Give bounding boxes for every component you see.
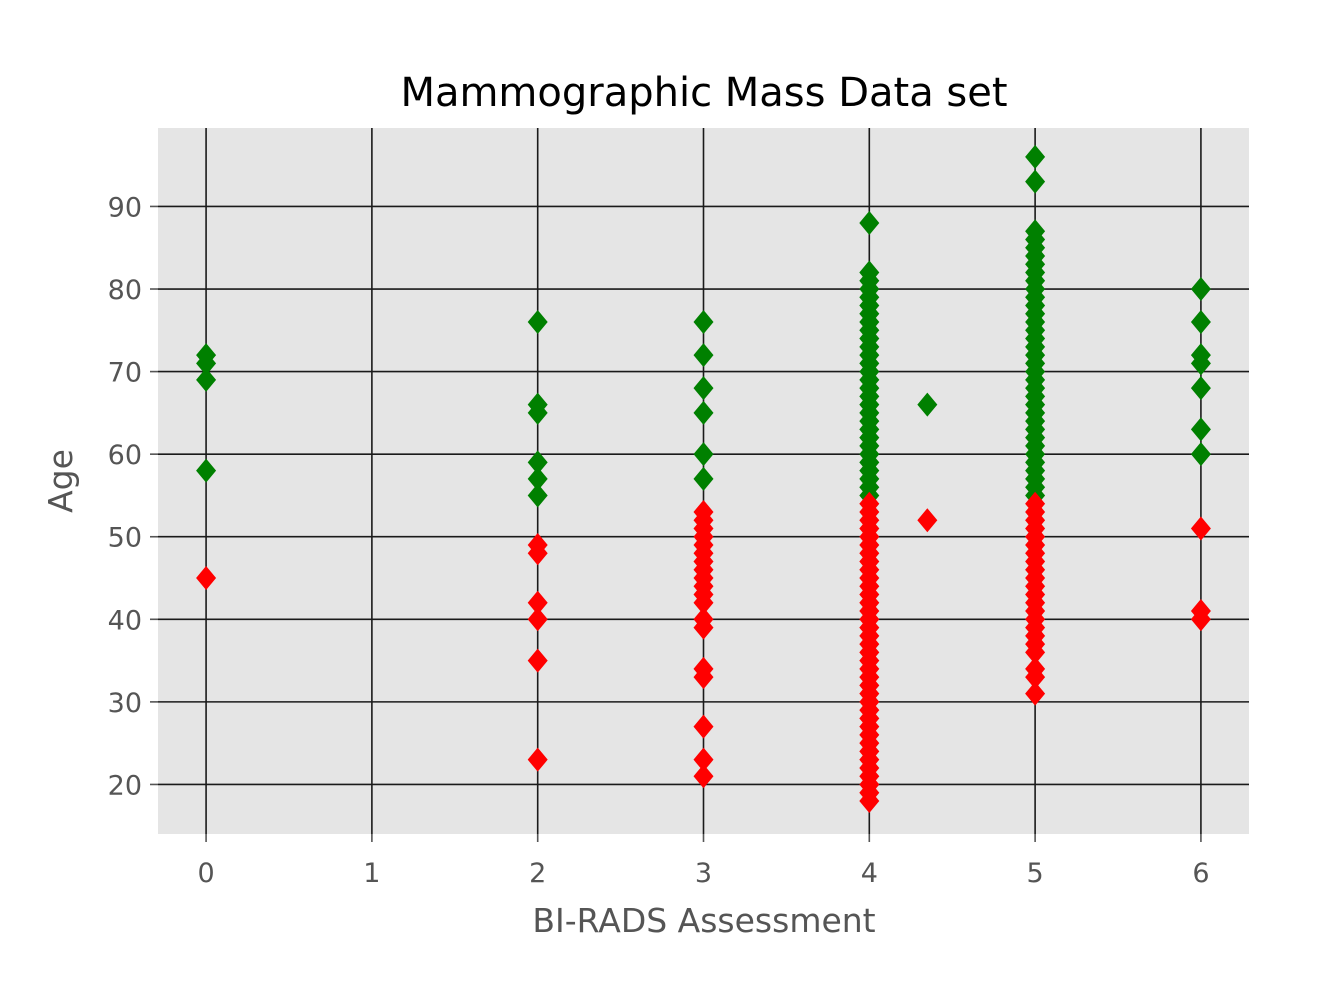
data-point	[1025, 144, 1046, 169]
x-tick-label: 0	[197, 858, 214, 889]
chart-title: Mammographic Mass Data set	[400, 70, 1007, 116]
data-point	[693, 665, 714, 690]
data-point	[527, 450, 548, 475]
data-point	[196, 367, 217, 392]
data-point	[527, 310, 548, 335]
data-point	[196, 566, 217, 591]
data-point	[1025, 665, 1046, 690]
data-point	[196, 351, 217, 376]
data-point	[527, 747, 548, 772]
x-tick-label: 3	[695, 858, 712, 889]
data-point	[1025, 169, 1046, 194]
data-point	[1190, 310, 1211, 335]
data-points	[196, 144, 1211, 813]
data-point	[859, 210, 880, 235]
y-tick-label: 20	[108, 770, 142, 801]
data-point	[1190, 376, 1211, 401]
data-point	[693, 442, 714, 467]
data-point	[693, 466, 714, 491]
data-point	[1190, 277, 1211, 302]
data-point	[693, 343, 714, 368]
data-point	[527, 607, 548, 632]
y-tick-label: 40	[108, 605, 142, 636]
data-point	[1190, 351, 1211, 376]
data-point	[527, 466, 548, 491]
data-point	[1190, 516, 1211, 541]
data-point	[1025, 640, 1046, 665]
data-point	[693, 615, 714, 640]
data-point	[527, 648, 548, 673]
y-tick-label: 50	[108, 523, 142, 554]
y-tick-label: 70	[108, 358, 142, 389]
data-point	[527, 400, 548, 425]
data-point	[693, 400, 714, 425]
data-point	[859, 788, 880, 813]
data-point	[1025, 681, 1046, 706]
x-tick-label: 1	[363, 858, 380, 889]
data-point	[693, 747, 714, 772]
y-tick-label: 60	[108, 440, 142, 471]
data-point	[917, 508, 938, 533]
data-point	[527, 483, 548, 508]
x-axis-label: BI-RADS Assessment	[532, 901, 875, 940]
data-point	[527, 541, 548, 566]
data-point	[693, 714, 714, 739]
x-axis-ticks: 0 1 2 3 4 5 6	[197, 834, 1210, 889]
x-tick-label: 4	[861, 858, 878, 889]
data-point	[196, 458, 217, 483]
y-axis-label: Age	[41, 449, 80, 513]
y-tick-label: 90	[108, 192, 142, 223]
data-point	[527, 590, 548, 615]
data-point	[693, 590, 714, 615]
y-axis-ticks: 20 30 40 50 60 70 80 90	[108, 192, 158, 801]
data-point	[693, 376, 714, 401]
x-tick-label: 5	[1027, 858, 1044, 889]
data-point	[917, 392, 938, 417]
data-point	[1190, 442, 1211, 467]
y-tick-label: 80	[108, 275, 142, 306]
data-point	[693, 764, 714, 789]
y-tick-label: 30	[108, 688, 142, 719]
x-tick-label: 6	[1192, 858, 1209, 889]
x-tick-label: 2	[529, 858, 546, 889]
data-point	[1190, 417, 1211, 442]
data-point	[693, 310, 714, 335]
data-point	[1190, 607, 1211, 632]
